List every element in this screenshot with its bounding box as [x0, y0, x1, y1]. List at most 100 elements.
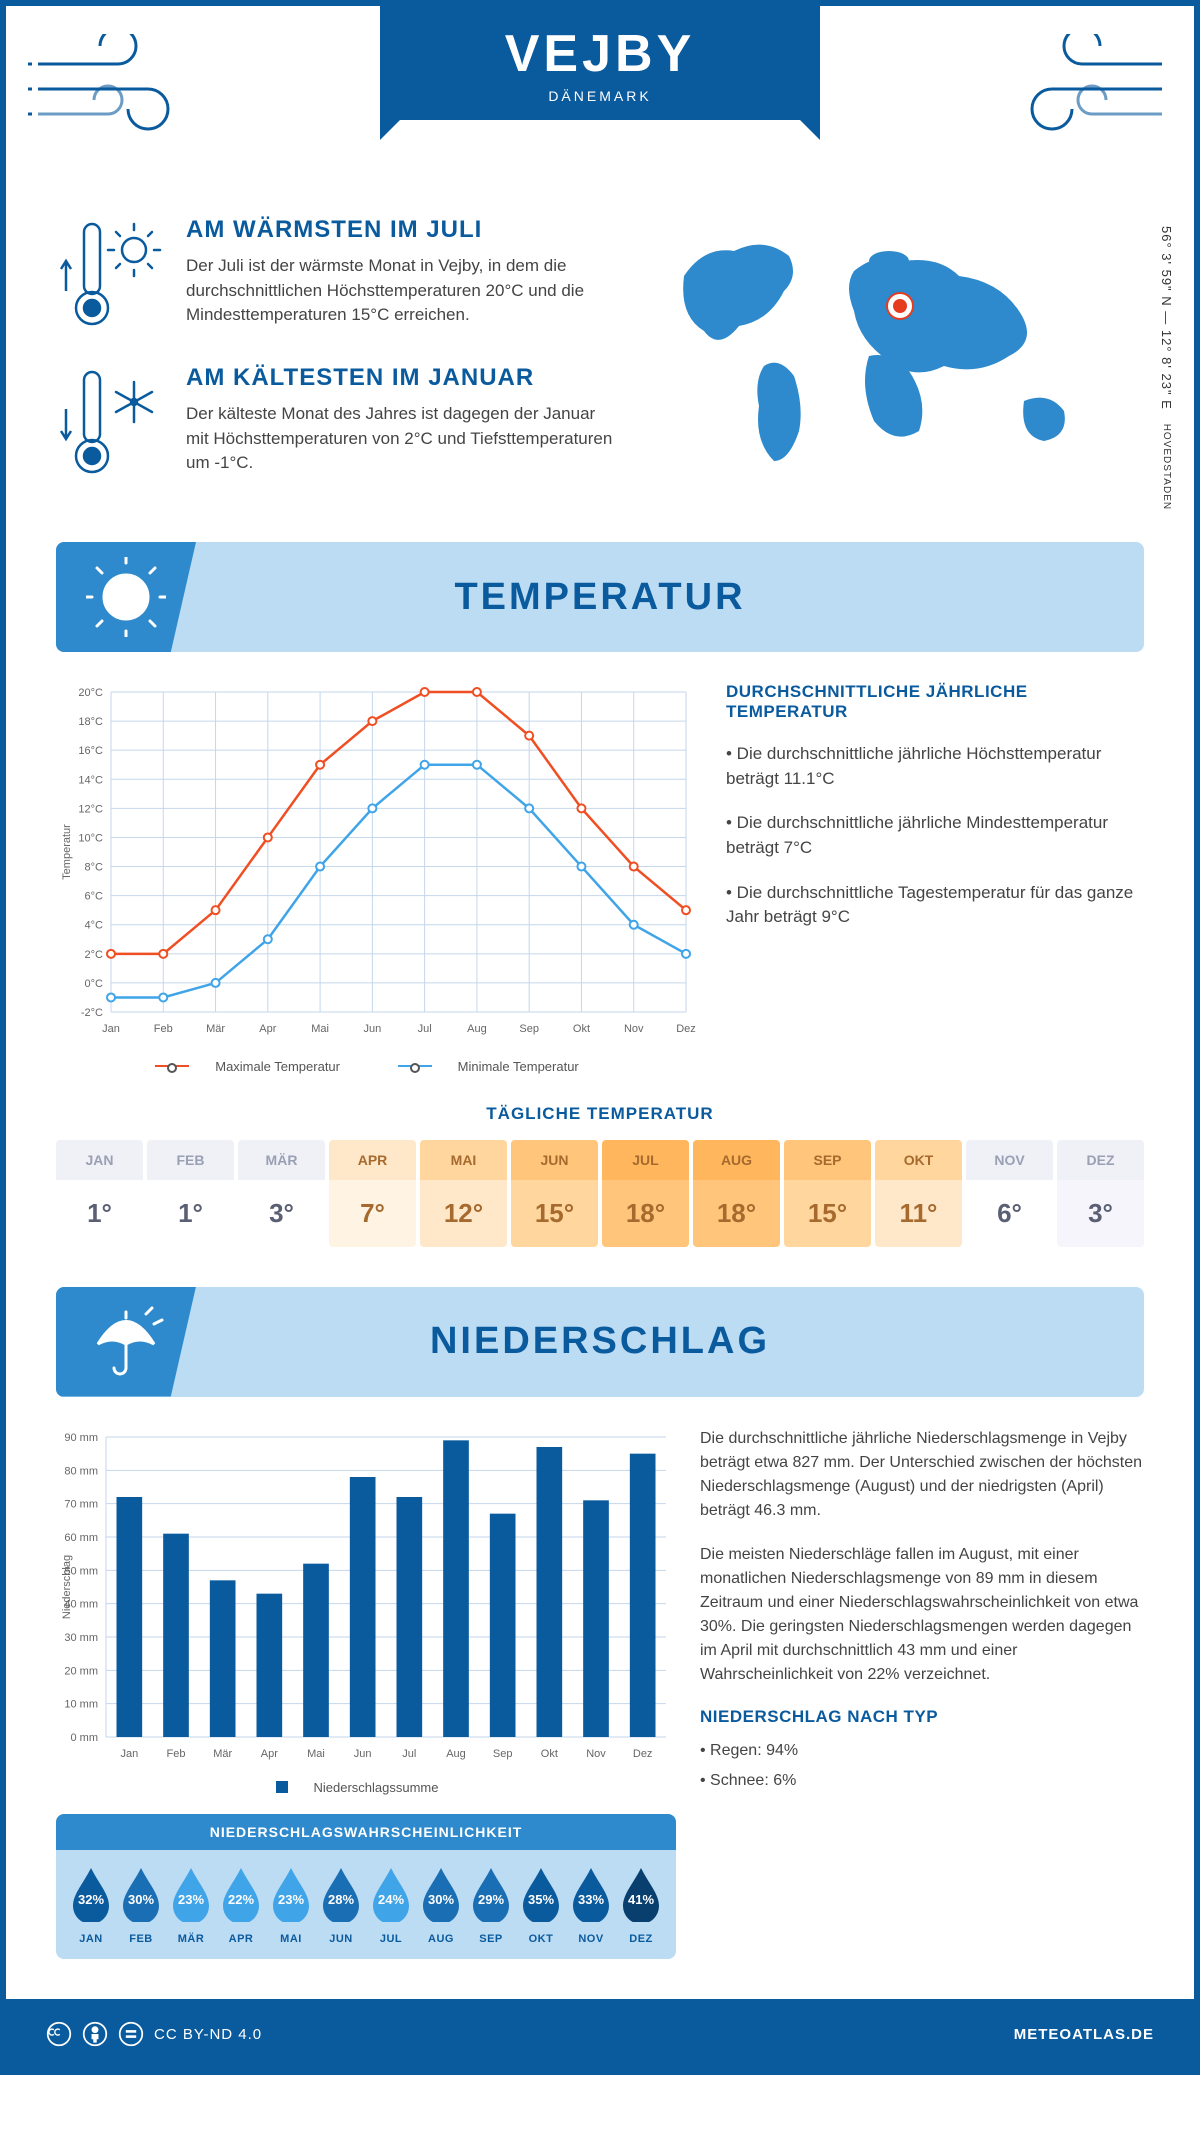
- footer: CC BY-ND 4.0 METEOATLAS.DE: [6, 1999, 1194, 2069]
- by-icon: [82, 2021, 108, 2047]
- daily-cell: APR7°: [329, 1140, 416, 1247]
- svg-text:80 mm: 80 mm: [64, 1465, 98, 1477]
- svg-text:2°C: 2°C: [85, 949, 104, 961]
- svg-text:Okt: Okt: [573, 1023, 590, 1035]
- wind-icon: [1002, 34, 1172, 154]
- svg-text:30 mm: 30 mm: [64, 1632, 98, 1644]
- prob-title: NIEDERSCHLAGSWAHRSCHEINLICHKEIT: [56, 1814, 676, 1850]
- daily-cell: JUN15°: [511, 1140, 598, 1247]
- svg-text:10 mm: 10 mm: [64, 1698, 98, 1710]
- thermometer-snow-icon: [56, 364, 166, 484]
- temp-facts-title: DURCHSCHNITTLICHE JÄHRLICHE TEMPERATUR: [726, 682, 1144, 722]
- country-name: DÄNEMARK: [380, 88, 820, 104]
- legend-precip: Niederschlagssumme: [314, 1780, 439, 1795]
- precip-type: • Schnee: 6%: [700, 1769, 1144, 1793]
- nd-icon: [118, 2021, 144, 2047]
- svg-text:60 mm: 60 mm: [64, 1532, 98, 1544]
- wind-icon: [28, 34, 198, 154]
- precipitation-probability: NIEDERSCHLAGSWAHRSCHEINLICHKEIT 32%JAN30…: [56, 1814, 676, 1959]
- coldest-text: Der kälteste Monat des Jahres ist dagege…: [186, 402, 614, 476]
- svg-text:10°C: 10°C: [78, 832, 103, 844]
- daily-cell: OKT11°: [875, 1140, 962, 1247]
- svg-text:-2°C: -2°C: [81, 1007, 103, 1019]
- prob-drop: 23%MAI: [269, 1866, 313, 1945]
- warmest-blurb: AM WÄRMSTEN IM JULI Der Juli ist der wär…: [56, 216, 614, 336]
- svg-text:90 mm: 90 mm: [64, 1432, 98, 1444]
- site-name: METEOATLAS.DE: [1014, 2026, 1154, 2043]
- daily-cell: JUL18°: [602, 1140, 689, 1247]
- sun-icon: [86, 557, 166, 637]
- svg-text:Aug: Aug: [446, 1748, 466, 1760]
- svg-text:12°C: 12°C: [78, 803, 103, 815]
- prob-drop: 30%AUG: [419, 1866, 463, 1945]
- prob-drop: 24%JUL: [369, 1866, 413, 1945]
- temp-fact: • Die durchschnittliche jährliche Höchst…: [726, 742, 1144, 791]
- legend-min: Minimale Temperatur: [458, 1059, 579, 1074]
- svg-text:Okt: Okt: [541, 1748, 558, 1760]
- svg-text:Mai: Mai: [311, 1023, 329, 1035]
- svg-text:Nov: Nov: [586, 1748, 606, 1760]
- svg-text:0 mm: 0 mm: [71, 1732, 99, 1744]
- section-title: TEMPERATUR: [454, 576, 745, 619]
- umbrella-icon: [86, 1302, 166, 1382]
- prob-drop: 41%DEZ: [619, 1866, 663, 1945]
- svg-text:Sep: Sep: [493, 1748, 513, 1760]
- cc-icon: [46, 2021, 72, 2047]
- precip-type: • Regen: 94%: [700, 1739, 1144, 1763]
- temp-fact: • Die durchschnittliche Tagestemperatur …: [726, 881, 1144, 930]
- svg-text:Jun: Jun: [354, 1748, 372, 1760]
- svg-text:Dez: Dez: [676, 1023, 696, 1035]
- section-temperature: TEMPERATUR: [56, 542, 1144, 652]
- precipitation-bar-chart: 0 mm10 mm20 mm30 mm40 mm50 mm60 mm70 mm8…: [56, 1427, 676, 1767]
- daily-cell: SEP15°: [784, 1140, 871, 1247]
- legend-max: Maximale Temperatur: [215, 1059, 340, 1074]
- prob-drop: 32%JAN: [69, 1866, 113, 1945]
- svg-text:0°C: 0°C: [85, 978, 104, 990]
- license-text: CC BY-ND 4.0: [154, 2026, 262, 2043]
- map-marker: [888, 294, 912, 318]
- svg-text:Feb: Feb: [154, 1023, 173, 1035]
- temperature-line-chart: -2°C0°C2°C4°C6°C8°C10°C12°C14°C16°C18°C2…: [56, 682, 696, 1074]
- daily-cell: NOV6°: [966, 1140, 1053, 1247]
- daily-cell: MÄR3°: [238, 1140, 325, 1247]
- svg-text:8°C: 8°C: [85, 862, 104, 874]
- svg-text:4°C: 4°C: [85, 920, 104, 932]
- daily-cell: AUG18°: [693, 1140, 780, 1247]
- title-banner: VEJBY DÄNEMARK: [380, 6, 820, 120]
- svg-text:Apr: Apr: [259, 1023, 276, 1035]
- coldest-title: AM KÄLTESTEN IM JANUAR: [186, 364, 614, 392]
- prob-drop: 30%FEB: [119, 1866, 163, 1945]
- svg-text:Jul: Jul: [418, 1023, 432, 1035]
- coords-text: 56° 3' 59" N — 12° 8' 23" E: [1159, 226, 1174, 410]
- svg-text:Nov: Nov: [624, 1023, 644, 1035]
- daily-cell: JAN1°: [56, 1140, 143, 1247]
- prob-drop: 29%SEP: [469, 1866, 513, 1945]
- daily-cell: MAI12°: [420, 1140, 507, 1247]
- daily-temperature-table: JAN1°FEB1°MÄR3°APR7°MAI12°JUN15°JUL18°AU…: [56, 1140, 1144, 1247]
- svg-text:14°C: 14°C: [78, 774, 103, 786]
- warmest-text: Der Juli ist der wärmste Monat in Vejby,…: [186, 254, 614, 328]
- temp-fact: • Die durchschnittliche jährliche Mindes…: [726, 811, 1144, 860]
- svg-text:Sep: Sep: [519, 1023, 539, 1035]
- svg-text:Mär: Mär: [206, 1023, 225, 1035]
- prob-drop: 28%JUN: [319, 1866, 363, 1945]
- svg-text:Apr: Apr: [261, 1748, 278, 1760]
- thermometer-sun-icon: [56, 216, 166, 336]
- prob-drop: 33%NOV: [569, 1866, 613, 1945]
- svg-text:Jan: Jan: [120, 1748, 138, 1760]
- city-name: VEJBY: [380, 24, 820, 84]
- header: VEJBY DÄNEMARK: [6, 6, 1194, 196]
- svg-text:Feb: Feb: [167, 1748, 186, 1760]
- prob-drop: 35%OKT: [519, 1866, 563, 1945]
- svg-text:20 mm: 20 mm: [64, 1665, 98, 1677]
- precip-para-2: Die meisten Niederschläge fallen im Augu…: [700, 1543, 1144, 1687]
- svg-text:Aug: Aug: [467, 1023, 487, 1035]
- svg-text:Temperatur: Temperatur: [61, 824, 73, 880]
- daily-cell: DEZ3°: [1057, 1140, 1144, 1247]
- section-title: NIEDERSCHLAG: [430, 1320, 770, 1363]
- region-text: HOVEDSTADEN: [1161, 424, 1172, 510]
- svg-text:Jul: Jul: [402, 1748, 416, 1760]
- svg-text:Dez: Dez: [633, 1748, 653, 1760]
- svg-text:70 mm: 70 mm: [64, 1498, 98, 1510]
- section-precipitation: NIEDERSCHLAG: [56, 1287, 1144, 1397]
